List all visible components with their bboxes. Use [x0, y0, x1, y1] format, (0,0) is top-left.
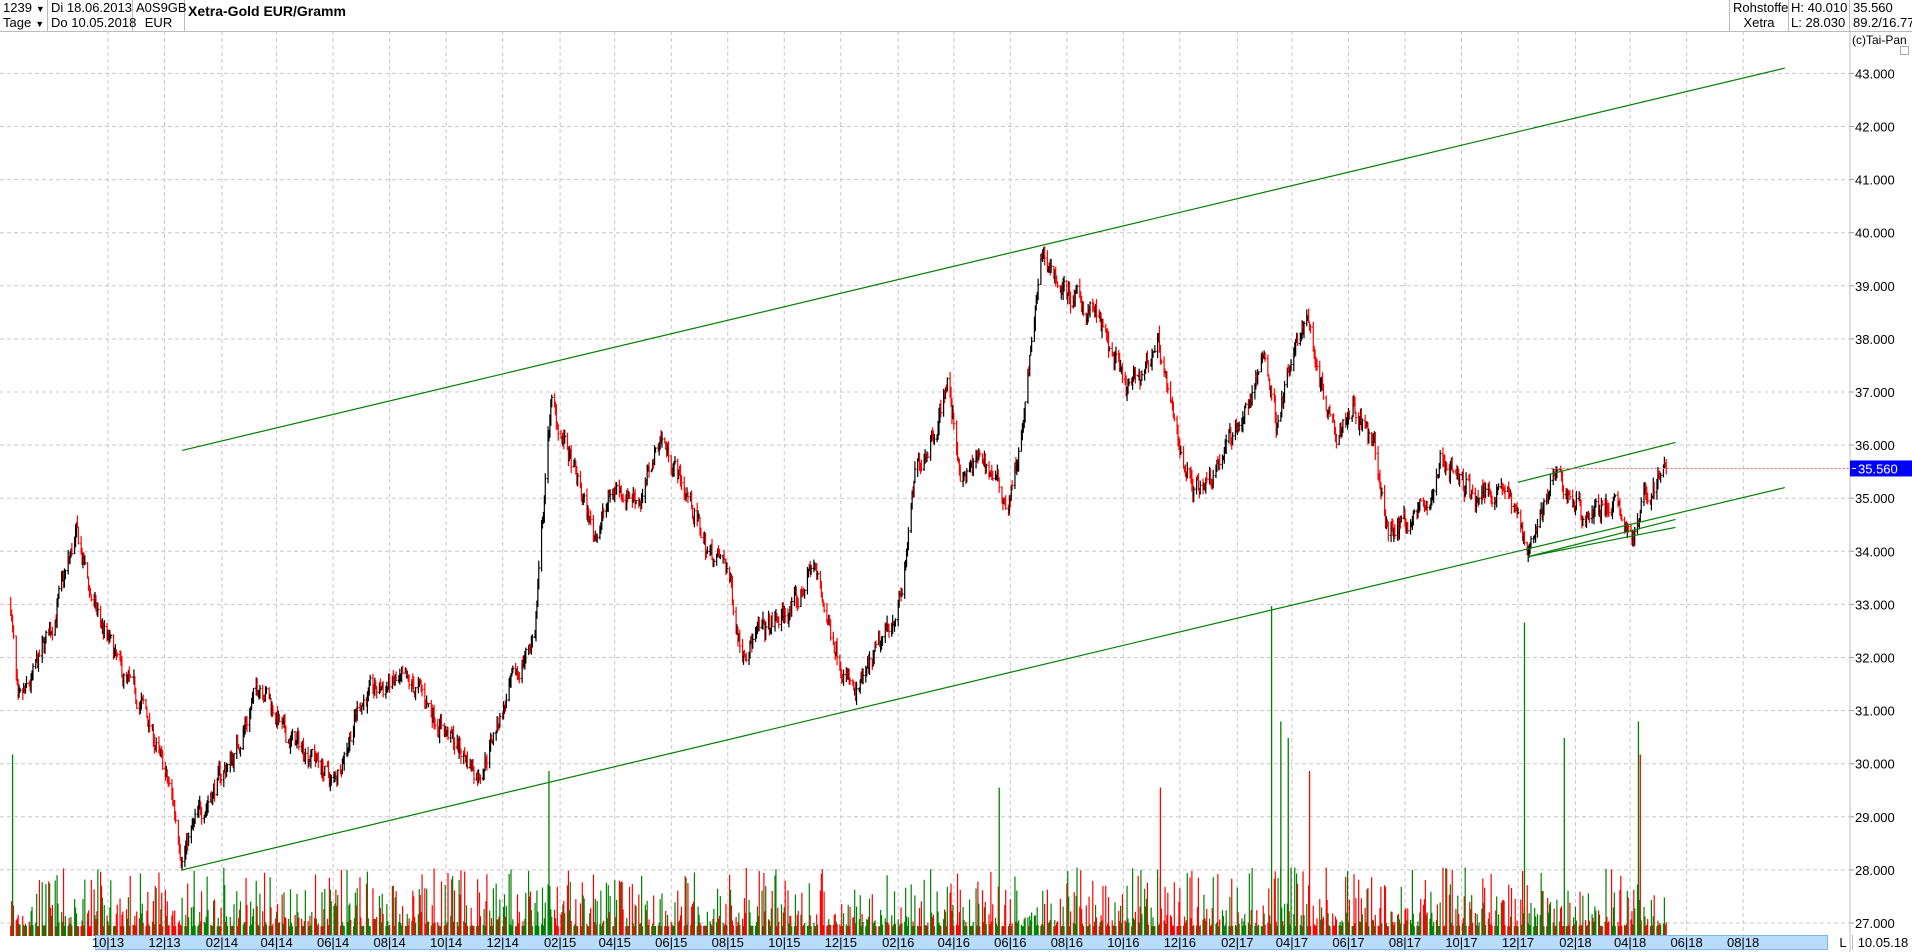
- y-tick-label: 37.000: [1855, 385, 1895, 400]
- ratio-value: 89.2/16.77: [1853, 15, 1912, 30]
- y-tick-label: 40.000: [1855, 226, 1895, 241]
- y-tick-label: 41.000: [1855, 173, 1895, 188]
- low-value: L: 28.030: [1791, 15, 1846, 30]
- y-tick-label: 29.000: [1855, 810, 1895, 825]
- last-value: 35.560: [1853, 0, 1893, 15]
- last-info: 35.560 89.2/16.77: [1850, 0, 1912, 31]
- y-tick-label: 28.000: [1855, 863, 1895, 878]
- chart-header: 1239 ▼ Tage ▼ Di 18.06.2013 Do 10.05.2018 …: [0, 0, 1912, 32]
- y-tick-label: 27.000: [1855, 916, 1895, 931]
- y-tick-label: 42.000: [1855, 120, 1895, 135]
- date-range: Di 18.06.2013 Do 10.05.2018: [48, 0, 137, 31]
- exchange: Xetra: [1743, 15, 1775, 30]
- price-chart: 27.000 28.000 29.000 30.000 31.000 32.000 33.0…: [0, 31, 1912, 952]
- y-tick-label: 43.000: [1855, 66, 1895, 81]
- category: Rohstoffe: [1733, 0, 1789, 15]
- y-tick-label: 39.000: [1855, 279, 1895, 294]
- y-tick-label: 31.000: [1855, 704, 1895, 719]
- high-value: H: 40.010: [1791, 0, 1848, 15]
- y-tick-label: 30.000: [1855, 757, 1895, 772]
- range-selector[interactable]: 1239 ▼ Tage ▼: [0, 0, 48, 31]
- currency: EUR: [144, 15, 173, 30]
- y-tick-label: 34.000: [1855, 544, 1895, 559]
- chart-title: Xetra-Gold EUR/Gramm: [188, 3, 346, 19]
- chevron-down-icon: ▼: [35, 4, 45, 14]
- y-tick-label: 35.000: [1855, 491, 1895, 506]
- high-low: H: 40.010 L: 28.030: [1788, 0, 1850, 31]
- count-dropdown[interactable]: 1239 ▼: [3, 0, 45, 15]
- security-info: A0S9GB EUR: [133, 0, 187, 31]
- y-tick-label: 33.000: [1855, 597, 1895, 612]
- chevron-down-icon: ▼: [35, 19, 45, 29]
- isin: A0S9GB: [136, 0, 187, 15]
- date-from: Di 18.06.2013: [51, 0, 132, 15]
- y-tick-label: 38.000: [1855, 332, 1895, 347]
- period-dropdown[interactable]: Tage ▼: [3, 15, 45, 30]
- y-tick-label: 32.000: [1855, 651, 1895, 666]
- market-info: Rohstoffe Xetra: [1729, 0, 1789, 31]
- y-tick-label: 36.000: [1855, 438, 1895, 453]
- date-to: Do 10.05.2018: [51, 15, 137, 30]
